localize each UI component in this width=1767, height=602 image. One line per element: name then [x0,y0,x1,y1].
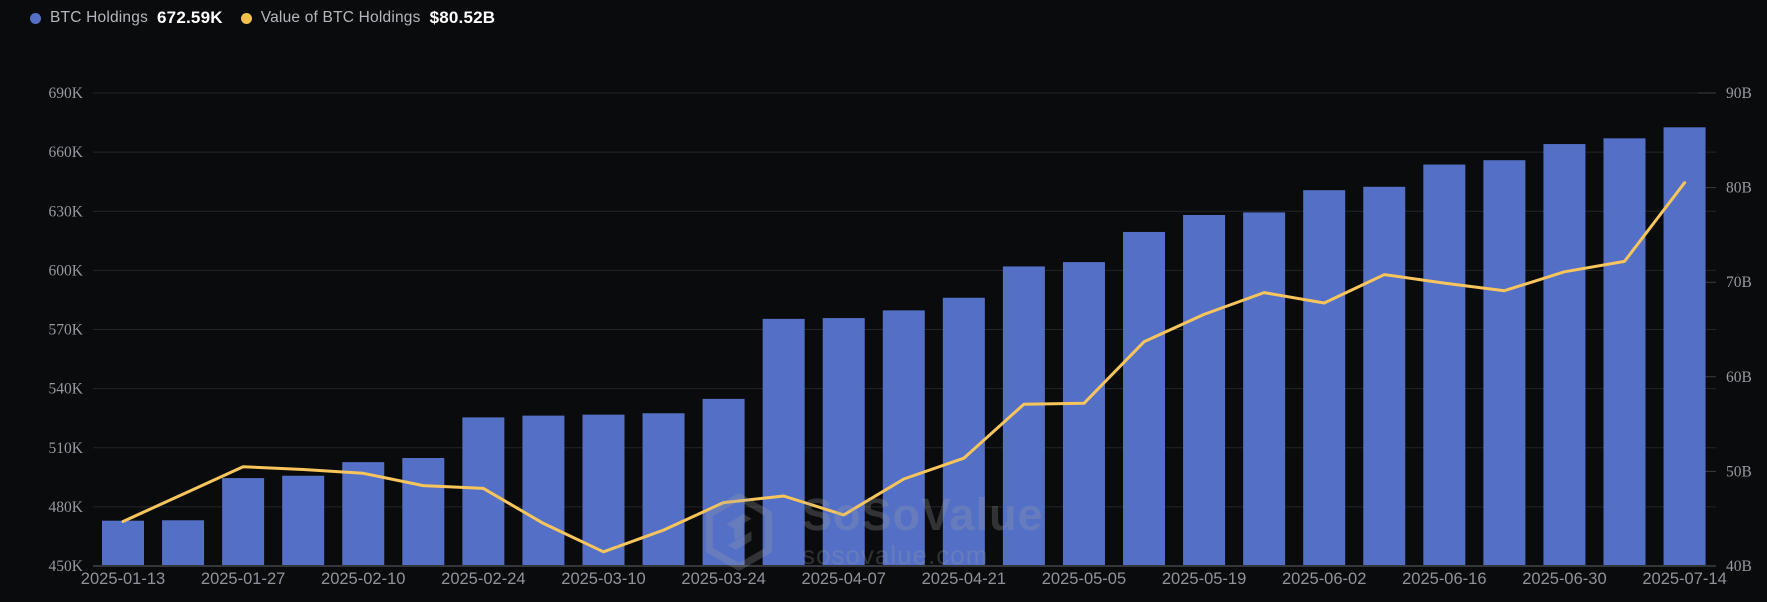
btc-holdings-bar[interactable] [1663,127,1706,566]
btc-holdings-bar[interactable] [1183,214,1226,566]
btc-holdings-bar[interactable] [582,414,625,565]
left-axis-tick-label: 570K [49,322,84,339]
btc-holdings-bar[interactable] [1363,186,1406,566]
btc-holdings-bar[interactable] [1303,190,1346,565]
btc-holdings-bar[interactable] [162,520,205,565]
x-axis-tick-label: 2025-04-21 [922,570,1006,588]
legend-dot-btc-holdings-icon [30,12,41,24]
x-axis-tick-label: 2025-05-05 [1042,570,1126,588]
left-axis-tick-label: 450K [49,558,84,575]
legend-dot-value-icon [240,12,252,24]
x-axis-tick-label: 2025-04-07 [802,570,886,588]
x-axis-tick-label: 2025-02-24 [441,570,525,588]
x-axis-tick-label: 2025-06-30 [1522,570,1606,588]
legend-label-btc-holdings: BTC Holdings [50,9,149,26]
x-axis-tick-label: 2025-01-13 [81,570,165,588]
btc-holdings-bar[interactable] [702,398,745,565]
legend-item-btc-holdings[interactable]: BTC Holdings 672.59K [30,8,223,28]
left-axis-tick-label: 600K [49,262,84,279]
left-axis-tick-label: 660K [49,144,84,161]
btc-holdings-bar[interactable] [762,318,805,565]
x-axis-tick-label: 2025-06-02 [1282,570,1366,588]
x-axis-tick-label: 2025-02-10 [321,570,405,588]
btc-holdings-bar[interactable] [1243,212,1286,565]
x-axis-tick-label: 2025-05-19 [1162,570,1246,588]
btc-holdings-bar[interactable] [642,413,685,565]
right-axis-tick-label: 60B [1726,369,1752,386]
btc-holdings-bar[interactable] [222,478,265,565]
chart-legend: BTC Holdings 672.59K Value of BTC Holdin… [30,8,495,28]
x-axis-tick-label: 2025-06-16 [1402,570,1486,588]
x-axis-tick-label: 2025-03-10 [561,570,645,588]
legend-item-value-of-btc-holdings[interactable]: Value of BTC Holdings $80.52B [240,8,496,28]
btc-holdings-bar[interactable] [342,462,385,565]
left-axis-tick-label: 690K [49,85,84,102]
x-axis-tick-label: 2025-01-27 [201,570,285,588]
x-axis-tick-label: 2025-07-14 [1642,570,1726,588]
right-axis-tick-label: 50B [1726,463,1752,480]
right-axis-tick-label: 40B [1726,558,1752,575]
right-axis-tick-label: 90B [1726,85,1752,102]
left-axis-tick-label: 540K [49,381,84,398]
btc-holdings-bar[interactable] [1123,231,1166,565]
value-of-btc-holdings-line[interactable] [121,181,1687,554]
left-axis-tick-label: 480K [49,499,84,516]
btc-holdings-bar[interactable] [942,297,985,565]
btc-holdings-bar[interactable] [822,318,865,565]
legend-value-value: $80.52B [429,8,496,27]
left-axis-tick-label: 630K [49,203,84,220]
left-axis-tick-label: 510K [49,440,84,457]
btc-holdings-bar[interactable] [1062,262,1105,565]
btc-holdings-bar[interactable] [282,475,325,565]
right-axis-tick-label: 70B [1726,274,1752,291]
btc-holdings-bar[interactable] [1603,138,1646,565]
x-axis-tick-label: 2025-03-24 [681,570,765,588]
legend-label-value: Value of BTC Holdings [260,9,421,26]
right-axis-tick-label: 80B [1726,180,1752,197]
btc-holdings-bar[interactable] [402,457,445,565]
btc-holdings-bar[interactable] [522,415,565,565]
btc-holdings-bar[interactable] [1423,164,1466,565]
legend-value-btc-holdings: 672.59K [157,8,223,27]
btc-holdings-bar[interactable] [102,520,144,565]
btc-holdings-bar[interactable] [1483,160,1526,565]
btc-holdings-bar[interactable] [1543,144,1586,565]
btc-holdings-bar[interactable] [882,310,925,565]
btc-holdings-bar[interactable] [462,417,505,565]
